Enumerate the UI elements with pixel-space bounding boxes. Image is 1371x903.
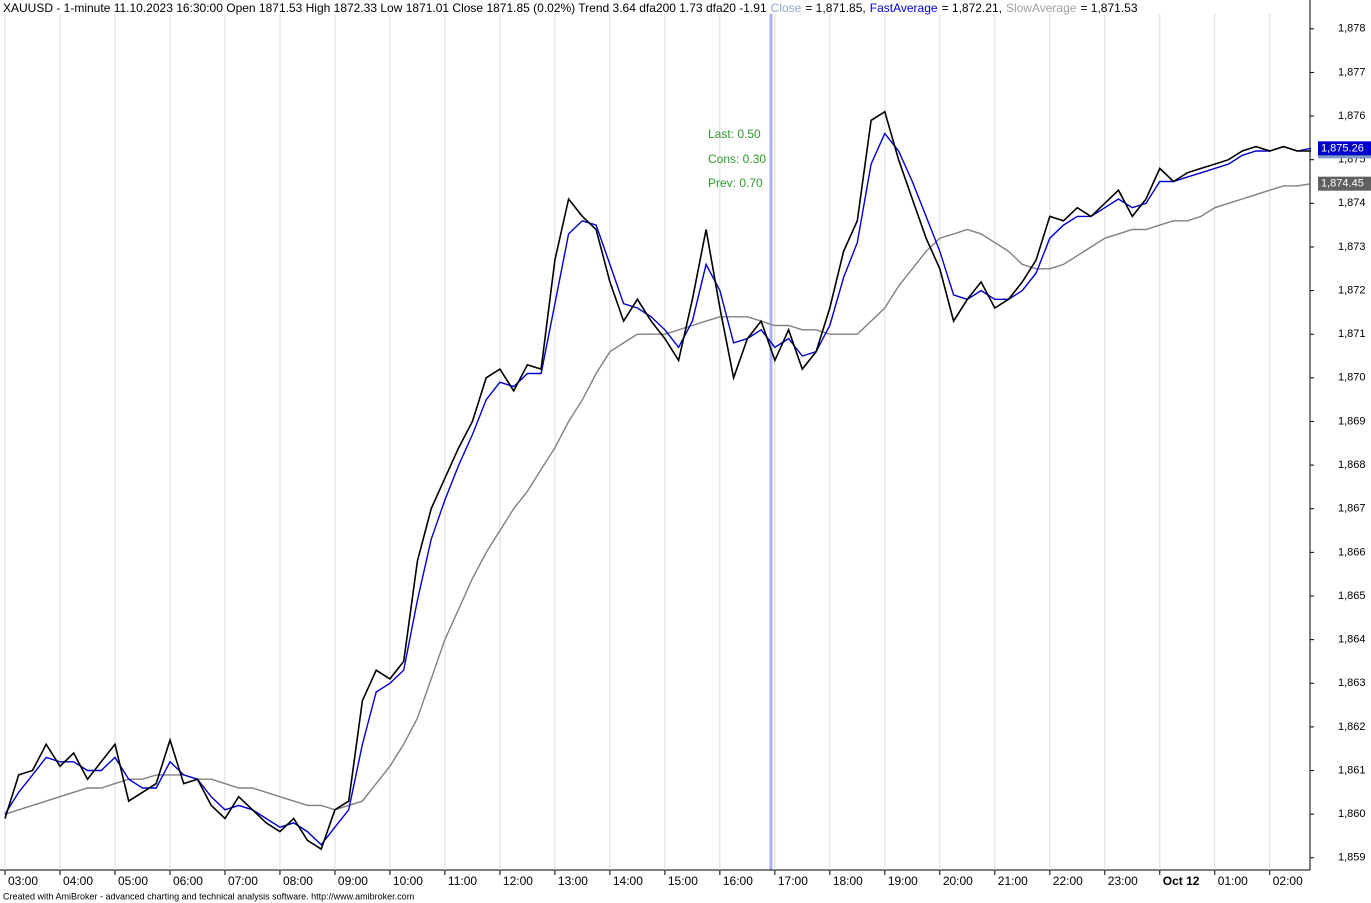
footer: Created with AmiBroker - advanced charti… [3,891,414,901]
y-tick-label: 1,871 [1338,328,1366,340]
x-tick-label: 05:00 [118,874,148,888]
y-tick-label: 1,863 [1338,677,1366,689]
y-tick-label: 1,868 [1338,459,1366,471]
x-tick-label: 13:00 [558,874,588,888]
annotation: Cons: 0.30 [708,152,766,166]
x-tick-label: 02:00 [1273,874,1303,888]
x-tick-label: 10:00 [393,874,423,888]
x-tick-label: 09:00 [338,874,368,888]
y-tick-label: 1,877 [1338,66,1366,78]
legend-name: SlowAverage [1006,1,1077,15]
x-tick-label: 08:00 [283,874,313,888]
last-value-label: 1,874.45 [1321,178,1364,190]
y-tick-label: 1,865 [1338,590,1366,602]
series-line [4,110,1311,851]
x-tick-label: 03:00 [8,874,38,888]
y-tick-label: 1,866 [1338,546,1366,558]
x-tick-label: 17:00 [778,874,808,888]
y-tick-label: 1,864 [1338,634,1366,646]
series-lines [4,110,1312,851]
grid [4,14,1271,870]
chart-title: XAUUSD - 1-minute 11.10.2023 16:30:00 Op… [3,1,767,15]
annotation: Prev: 0.70 [708,176,763,190]
y-tick-label: 1,869 [1338,415,1366,427]
x-tick-label: 04:00 [63,874,93,888]
x-tick-label: 20:00 [943,874,973,888]
x-tick-label: 14:00 [613,874,643,888]
last-value-box [1318,176,1371,191]
x-tick-label: Oct 12 [1163,874,1200,888]
y-tick-label: 1,859 [1338,852,1366,864]
axes: 1,859 1,860 1,861 1,862 1,863 1,864 1,865 1,866… [4,23,1371,888]
y-tick-label: 1,876 [1338,110,1366,122]
legend-readout: = 1,871.53 [1080,1,1137,15]
chart-title-line: XAUUSD - 1-minute 11.10.2023 16:30:00 Op… [3,1,1138,15]
y-tick-label: 1,861 [1338,764,1366,776]
x-tick-label: 19:00 [888,874,918,888]
annotation: Last: 0.50 [708,127,761,141]
legend-readout: = 1,871.85, [805,1,865,15]
x-tick-label: 06:00 [173,874,203,888]
last-value-box [1318,141,1371,156]
x-tick-label: 11:00 [448,874,477,888]
y-tick-label: 1,867 [1338,503,1366,515]
last-value-label: 1,875.26 [1321,142,1364,154]
y-tick-label: 1,874 [1338,197,1366,209]
y-tick-label: 1,862 [1338,721,1366,733]
legend-name: FastAverage [870,1,938,15]
x-tick-label: 23:00 [1108,874,1138,888]
x-tick-label: 22:00 [1053,874,1083,888]
y-tick-label: 1,870 [1338,372,1366,384]
x-tick-label: 16:00 [723,874,753,888]
legend-readout: = 1,872.21, [942,1,1002,15]
x-tick-label: 21:00 [998,874,1028,888]
x-tick-label: 18:00 [833,874,863,888]
x-tick-label: 07:00 [228,874,258,888]
x-tick-label: 15:00 [668,874,698,888]
y-tick-label: 1,872 [1338,284,1366,296]
x-tick-label: 01:00 [1218,874,1248,888]
x-tick-label: 12:00 [503,874,533,888]
series-line [4,183,1312,815]
legend-name: Close [771,1,802,15]
y-tick-label: 1,873 [1338,241,1366,253]
y-tick-label: 1,878 [1338,23,1366,35]
y-tick-label: 1,860 [1338,808,1366,820]
